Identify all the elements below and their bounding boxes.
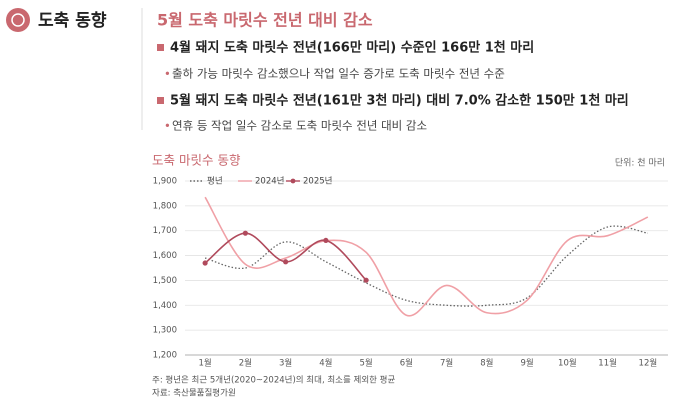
x-tick-label: 12월	[639, 358, 658, 369]
icon-inner	[11, 13, 25, 27]
x-tick-label: 1월	[199, 358, 212, 369]
x-tick-label: 5월	[360, 358, 373, 369]
headline: 5월 도축 마릿수 전년 대비 감소	[157, 11, 373, 30]
sub-marker: •	[164, 67, 171, 81]
unit: 단위: 천 마리	[615, 158, 665, 169]
y-tick-label: 1,300	[153, 326, 177, 336]
bullet: 5월 돼지 도축 마릿수 전년(161만 3천 마리) 대비 7.0% 감소한 …	[170, 93, 629, 109]
chart-title: 도축 마릿수 동향	[152, 153, 241, 168]
x-tick-label: 6월	[400, 358, 413, 369]
section-title: 도축 동향	[38, 10, 107, 31]
point	[283, 259, 289, 265]
bullet-marker	[157, 44, 164, 51]
point	[363, 277, 369, 283]
x-tick-label: 9월	[521, 358, 534, 369]
point	[323, 237, 329, 244]
x-tick-label: 3월	[279, 358, 292, 369]
series-line	[204, 225, 649, 307]
sub-bullet: 출하 가능 마릿수 감소했으나 작업 일수 증가로 도축 마릿수 전년 수준	[172, 67, 505, 81]
legend-label: 2024년	[255, 176, 284, 187]
point	[242, 230, 248, 236]
x-tick-label: 11월	[598, 358, 617, 369]
x-tick-label: 8월	[480, 358, 493, 369]
y-tick-label: 1,700	[153, 226, 177, 236]
y-tick-label: 1,800	[153, 201, 177, 211]
legend-label: 평년	[207, 176, 223, 187]
y-tick-label: 1,900	[153, 177, 177, 187]
source: 자료: 축산물품질평가원	[152, 388, 236, 399]
bullet-marker	[157, 97, 164, 104]
footnote: 주: 평년은 최근 5개년(2020~2024년)의 최대, 최소를 제외한 평…	[152, 375, 395, 386]
legend-marker	[290, 178, 296, 184]
point	[202, 260, 208, 266]
y-tick-label: 1,500	[153, 276, 177, 286]
y-tick-label: 1,600	[153, 251, 177, 261]
sub-marker: •	[164, 119, 171, 133]
legend-label: 2025년	[303, 176, 332, 187]
x-tick-label: 7월	[440, 358, 453, 369]
sub-bullet: 연휴 등 작업 일수 감소로 도축 마릿수 전년 대비 감소	[172, 119, 427, 133]
icon	[6, 8, 30, 32]
x-tick-label: 10월	[558, 358, 577, 369]
y-tick-label: 1,400	[153, 301, 177, 311]
x-tick-label: 2월	[239, 358, 252, 369]
y-tick-label: 1,200	[153, 351, 177, 361]
x-tick-label: 4월	[319, 358, 332, 369]
bullet: 4월 돼지 도축 마릿수 전년(166만 마리) 수준인 166만 1천 마리	[170, 40, 534, 56]
